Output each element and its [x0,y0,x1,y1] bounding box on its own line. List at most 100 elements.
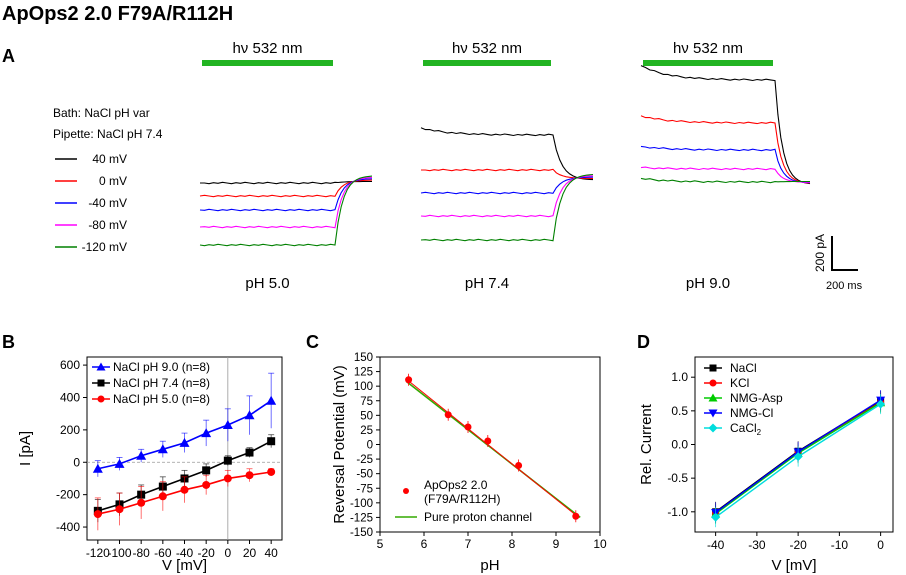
pipette-label: Pipette: NaCl pH 7.4 [53,127,163,141]
chart-b-xtick-label-1: -100 [107,546,131,560]
chart-b-point-2-2 [137,498,146,507]
light-bar-1 [423,60,551,66]
panel-a-label: A [2,46,15,66]
chart-d-legend-marker-4 [708,423,718,433]
chart-c-ytick-label-2: -100 [350,498,373,510]
legend-label-4: -120 mV [82,240,127,254]
chart-b-point-0-3 [157,444,168,454]
chart-d-legend-label-0: NaCl [730,361,757,375]
chart-d-xtick-label-0: -40 [707,538,725,552]
chart-b-ytick-label-1: -200 [56,488,80,502]
trace-1-0 [420,127,594,181]
chart-b-xtick-label-7: 20 [243,546,257,560]
chart-b-point-2-1 [115,505,124,514]
chart-b-point-0-8 [266,395,277,405]
chart-b-legend-marker-1 [97,379,105,387]
chart-b-point-1-8 [267,437,276,446]
chart-c-ytick-label-3: -75 [356,483,373,495]
trace-0-4 [199,175,373,247]
chart-b-point-2-8 [267,467,276,476]
panel-c-label: C [306,332,319,352]
scale-x-label: 200 ms [826,280,863,292]
trace-2-2 [640,145,811,184]
chart-c-point-0 [405,376,413,384]
chart-b-point-0-0 [92,463,103,473]
ph-label-1: pH 7.4 [465,275,509,292]
figure-title: ApOps2 2.0 F79A/R112H [2,3,233,25]
chart-b-point-0-5 [201,428,212,438]
trace-1-3 [420,175,594,218]
chart-c-ytick-label-12: 150 [354,352,373,364]
trace-1-4 [420,173,594,242]
chart-c-ytick-label-0: -150 [350,527,373,539]
chart-c-xlabel: pH [480,557,499,574]
chart-d-ytick-label-3: 0.5 [671,404,688,418]
chart-c-ylabel: Reversal Potential (mV) [331,365,348,523]
chart-b-legend-label-2: NaCl pH 5.0 (n=8) [113,392,210,406]
trace-0-2 [199,178,373,212]
ph-label-2: pH 9.0 [686,275,730,292]
chart-c-ytick-label-10: 100 [354,381,373,393]
chart-b-point-2-7 [245,471,254,480]
chart-b-legend-marker-0 [96,362,106,371]
chart-c-reversal-potential: 5 6 7 8 9 10 -150 -125 -100 -75 -50 -25 0 25 50 75 100 12… [331,352,607,574]
chart-c-xtick-label-4: 9 [553,537,560,551]
chart-c-point-1 [444,411,452,419]
legend-label-1: 0 mV [99,174,127,188]
current-traces [199,65,811,247]
chart-c-ytick-label-8: 50 [360,410,373,422]
trace-1-1 [421,168,593,179]
chart-b-xtick-label-6: 0 [224,546,231,560]
chart-b-point-0-7 [244,410,255,420]
chart-b-xtick-label-3: -60 [154,546,172,560]
chart-b-xtick-label-5: -20 [197,546,215,560]
chart-c-point-2 [464,423,472,431]
light-bars: hν 532 nm hν 532 nm hν 532 nm [202,40,773,66]
chart-b-iv-curves: -120-100 -80 -60 -40 -20 0 20 40-400-2000200400… [17,356,283,574]
chart-c-legend-marker [403,488,409,494]
chart-b-legend-label-0: NaCl pH 9.0 (n=8) [113,360,210,374]
chart-d-ytick-label-2: 0.0 [671,438,688,452]
chart-b-ytick-label-0: -400 [56,520,80,534]
voltage-legend: 40 mV 0 mV -40 mV -80 mV -120 mV [55,152,127,254]
chart-c-legend-label-2: (F79A/R112H) [424,492,500,506]
chart-d-relative-current: -40 -30 -20 -10 0 -1.0 -0.5 0.0 0.5 1.0 V [mV] Rel.… [638,356,894,574]
chart-b-xlabel: V [mV] [162,557,207,574]
chart-b-legend-marker-2 [97,395,105,403]
chart-d-xtick-label-1: -30 [748,538,766,552]
chart-d-legend-marker-3 [708,409,718,418]
chart-b-xtick-label-0: -120 [86,546,110,560]
chart-b-ytick-label-3: 200 [60,423,80,437]
chart-b-xtick-label-4: -40 [176,546,194,560]
chart-d-point-4-1 [793,452,803,462]
chart-b-legend-label-1: NaCl pH 7.4 (n=8) [113,376,210,390]
trace-0-3 [199,176,373,229]
trace-2-0 [640,65,811,185]
chart-d-xtick-label-4: 0 [877,538,884,552]
chart-c-xtick-label-5: 10 [593,537,607,551]
scale-bar: 200 pA 200 ms [813,234,863,292]
chart-b-xtick-label-8: 40 [264,546,278,560]
chart-d-legend-label-1: KCl [730,376,749,390]
chart-c-point-3 [484,437,492,445]
light-label-2: hν 532 nm [673,40,743,57]
chart-d-legend-marker-0 [709,364,717,372]
chart-b-point-2-6 [223,474,232,483]
chart-c-xtick-label-1: 6 [421,537,428,551]
chart-c-xtick-label-0: 5 [377,537,384,551]
chart-b-point-0-6 [222,420,233,430]
chart-c-data-fit-line [406,378,579,518]
chart-d-legend-subscript: 2 [757,428,762,437]
chart-b-point-0-1 [114,458,125,468]
chart-d-legend-label-4: CaCl2 [730,421,762,437]
chart-c-point-4 [515,462,523,469]
chart-c-point-5 [572,512,580,520]
panel-d-label: D [637,332,650,352]
chart-d-legend-label-3: NMG-Cl [730,406,773,420]
chart-b-ytick-label-4: 400 [60,390,80,404]
light-label-1: hν 532 nm [452,40,522,57]
chart-c-ytick-label-1: -125 [350,512,373,524]
ph-label-0: pH 5.0 [245,275,289,292]
chart-d-xtick-label-3: -10 [831,538,849,552]
